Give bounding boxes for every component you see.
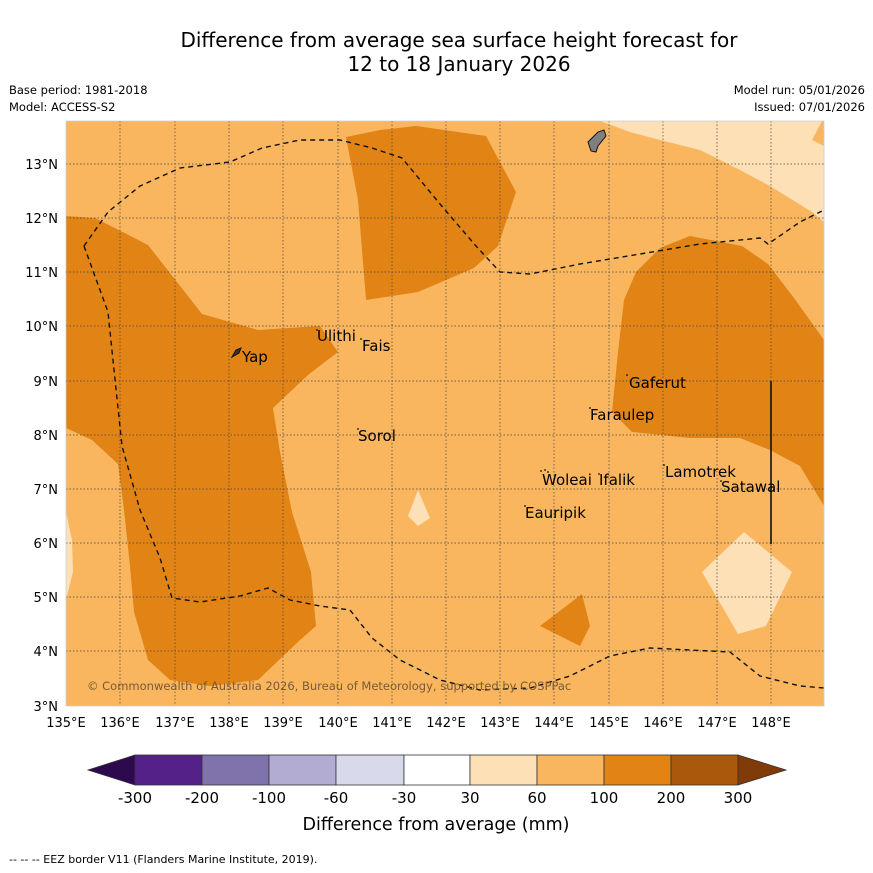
map-frame <box>65 120 825 707</box>
lat-label: 11°N <box>25 266 58 281</box>
lat-label: 8°N <box>34 429 59 444</box>
colorbar-swatch <box>134 754 203 786</box>
eez-borders <box>83 139 824 691</box>
lon-gridlines <box>119 121 772 706</box>
colorbar-tick: -60 <box>324 789 349 807</box>
colorbar-swatch <box>403 754 471 786</box>
colorbar-tick: -30 <box>392 789 417 807</box>
place-gaferut: Gaferut <box>629 374 686 392</box>
colorbar-tick: 200 <box>657 789 686 807</box>
field-100-200-south <box>540 594 590 646</box>
colorbar-swatch <box>201 754 270 786</box>
map-plot: Yap Ulithi Fais Gaferut Faraulep Sorol L… <box>66 121 824 706</box>
place-satawal: Satawal <box>721 478 780 496</box>
lat-axis-labels: 13°N 12°N 11°N 10°N 9°N 8°N 7°N 6°N 5°N … <box>25 158 58 715</box>
meta-right: Model run: 05/01/2026 Issued: 07/01/2026 <box>734 82 865 116</box>
place-yap: Yap <box>241 348 268 366</box>
lat-label: 6°N <box>34 537 59 552</box>
lon-label: 135°E <box>46 716 86 731</box>
model-name: Model: ACCESS-S2 <box>9 100 116 114</box>
lon-label: 141°E <box>372 716 412 731</box>
lat-gridlines <box>66 163 824 652</box>
lon-axis-labels: 135°E 136°E 137°E 138°E 139°E 140°E 141°… <box>46 716 791 731</box>
colorbar-label: Difference from average (mm) <box>302 815 569 835</box>
place-lamotrek: Lamotrek <box>665 463 736 481</box>
place-sorol: Sorol <box>358 427 396 445</box>
place-woleai: Woleai <box>542 471 592 489</box>
field-30-60-northeast <box>600 121 824 222</box>
field-30-60-central <box>408 490 430 526</box>
title-line-2: 12 to 18 January 2026 <box>347 52 571 76</box>
lon-label: 138°E <box>209 716 249 731</box>
colorbar-tick: 100 <box>590 789 619 807</box>
footer-note: -- -- -- EEZ border V11 (Flanders Marine… <box>9 853 318 866</box>
lat-label: 5°N <box>34 591 59 606</box>
lat-label: 4°N <box>34 645 59 660</box>
lon-label: 136°E <box>100 716 140 731</box>
lon-label: 140°E <box>318 716 358 731</box>
lon-label: 143°E <box>480 716 520 731</box>
lon-label: 147°E <box>697 716 737 731</box>
colorbar-swatch <box>536 754 605 786</box>
colorbar-tick: 300 <box>724 789 753 807</box>
copyright-notice: © Commonwealth of Australia 2026, Bureau… <box>87 679 571 693</box>
colorbar-ticks: -300 -200 -100 -60 -30 30 60 100 200 300 <box>118 789 752 807</box>
lon-label: 142°E <box>426 716 466 731</box>
place-faraulep: Faraulep <box>590 406 654 424</box>
lat-label: 3°N <box>34 700 59 715</box>
colorbar-tick: 60 <box>527 789 546 807</box>
colorbar-swatch <box>268 754 337 786</box>
colorbar-swatch <box>603 754 672 786</box>
colorbar-tick: -100 <box>252 789 286 807</box>
field-30-60-southeast <box>702 532 792 634</box>
lat-label: 7°N <box>34 483 59 498</box>
colorbar-tick: 30 <box>460 789 479 807</box>
colorbar-extend-low <box>86 754 136 786</box>
lat-label: 12°N <box>25 212 58 227</box>
lon-label: 139°E <box>263 716 303 731</box>
lat-label: 9°N <box>34 375 59 390</box>
colorbar-swatch <box>335 754 405 786</box>
field-100-200-west <box>66 216 338 686</box>
meta-left: Base period: 1981-2018 Model: ACCESS-S2 <box>9 82 148 116</box>
model-run: Model run: 05/01/2026 <box>733 83 865 97</box>
guam-island <box>587 129 607 153</box>
place-ulithi: Ulithi <box>317 327 356 345</box>
lon-label: 148°E <box>751 716 791 731</box>
field-100-200-north <box>346 126 516 300</box>
lat-label: 13°N <box>25 158 58 173</box>
lat-label: 10°N <box>25 320 58 335</box>
lon-label: 137°E <box>155 716 195 731</box>
colorbar-tick: -300 <box>118 789 152 807</box>
map-title: Difference from average sea surface heig… <box>0 28 873 76</box>
title-line-1: Difference from average sea surface heig… <box>180 28 738 52</box>
yap-island <box>230 347 242 359</box>
atoll-markers <box>316 329 722 507</box>
colorbar-extend-high <box>737 754 788 786</box>
place-ifalik: Ifalik <box>599 471 635 489</box>
base-period: Base period: 1981-2018 <box>9 83 148 97</box>
place-eauripik: Eauripik <box>525 504 586 522</box>
lon-label: 144°E <box>534 716 574 731</box>
lon-label: 146°E <box>643 716 683 731</box>
field-30-60-west <box>66 512 73 600</box>
colorbar <box>86 754 788 786</box>
lon-label: 145°E <box>589 716 629 731</box>
place-labels: Yap Ulithi Fais Gaferut Faraulep Sorol L… <box>241 327 780 522</box>
colorbar-swatch <box>469 754 538 786</box>
colorbar-swatch <box>670 754 739 786</box>
place-fais: Fais <box>362 337 391 355</box>
issued-date: Issued: 07/01/2026 <box>754 100 865 114</box>
colorbar-tick: -200 <box>185 789 219 807</box>
